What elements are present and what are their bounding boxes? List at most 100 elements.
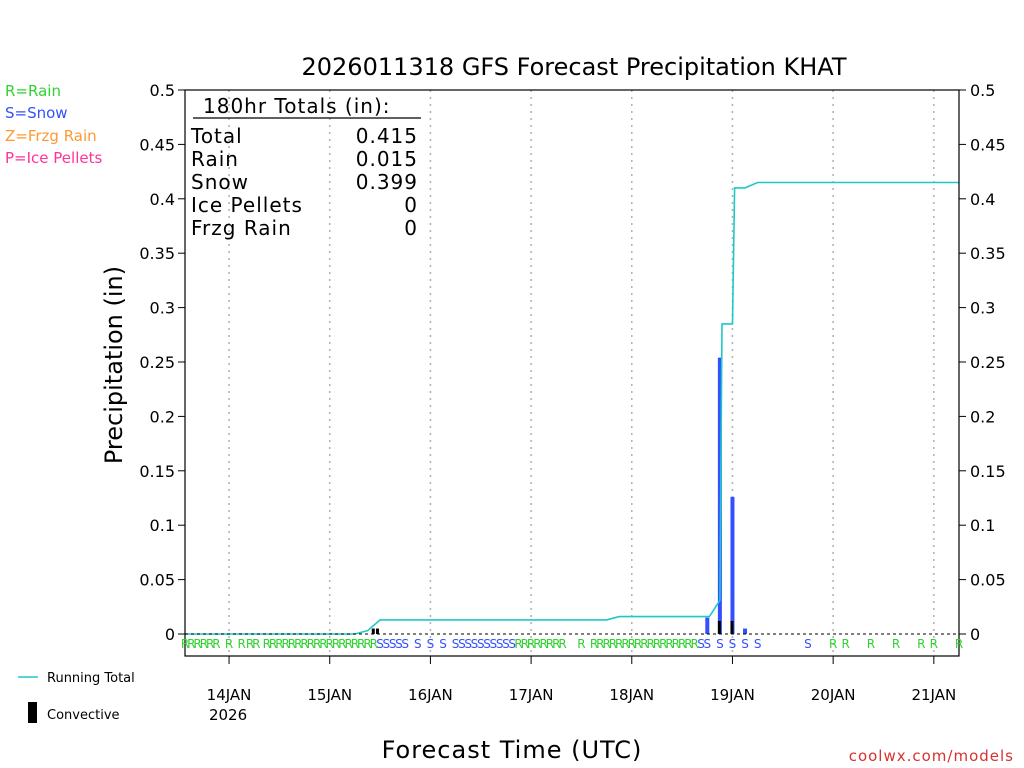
totals-label: Frzg Rain — [191, 216, 292, 240]
ptype-label: R — [319, 637, 327, 651]
y-tick-label-right: 0.15 — [970, 462, 1006, 481]
ptype-label: R — [237, 637, 245, 651]
totals-label: Snow — [191, 170, 249, 194]
y-tick-label-right: 0.3 — [970, 299, 995, 318]
ptype-label: R — [602, 637, 610, 651]
x-tick-label: 17JAN — [509, 686, 554, 704]
ptype-label: R — [609, 637, 617, 651]
watermark: coolwx.com/models — [849, 747, 1014, 765]
ptype-label: R — [867, 637, 875, 651]
plot-frame — [184, 89, 960, 657]
ptype-label: S — [483, 637, 491, 651]
precip-bar — [743, 628, 748, 634]
ptype-label: R — [363, 637, 371, 651]
x-tick-label: 19JAN — [710, 686, 755, 704]
ptype-label: S — [376, 637, 384, 651]
ptype-label: R — [370, 637, 378, 651]
ptype-label: R — [628, 637, 636, 651]
ptype-label: S — [464, 637, 472, 651]
running-total-line — [185, 181, 959, 635]
ptype-label: R — [344, 637, 352, 651]
convective-bar — [375, 628, 379, 634]
chart-title: 2026011318 GFS Forecast Precipitation KH… — [302, 53, 847, 81]
ptype-label: S — [502, 637, 510, 651]
ptype-label: S — [697, 637, 705, 651]
y-tick-label-left: 0.25 — [139, 353, 175, 372]
ptype-label: R — [263, 637, 271, 651]
legend-frzg-rain: Z=Frzg Rain — [5, 127, 97, 145]
ptype-label: R — [621, 637, 629, 651]
y-tick-label-right: 0.25 — [970, 353, 1006, 372]
running-total-layer — [185, 181, 959, 635]
ptype-label: R — [558, 637, 566, 651]
totals-value: 0.399 — [356, 170, 418, 194]
ptype-label: R — [678, 637, 686, 651]
ptype-label: R — [892, 637, 900, 651]
totals-label: Ice Pellets — [191, 193, 303, 217]
ptype-label: R — [187, 637, 195, 651]
ptype-label: R — [193, 637, 201, 651]
ptype-label: R — [672, 637, 680, 651]
ptype-label: R — [252, 637, 260, 651]
ptype-label: S — [490, 637, 498, 651]
plot-border — [184, 89, 960, 657]
y-tick-label-left: 0 — [165, 625, 175, 644]
ptype-label: S — [716, 637, 724, 651]
precip-bar — [730, 496, 735, 634]
ptype-label: S — [458, 637, 466, 651]
ptype-label: R — [313, 637, 321, 651]
ptype-label: R — [842, 637, 850, 651]
totals-label: Rain — [191, 147, 239, 171]
ptype-label: R — [288, 637, 296, 651]
ptype-label: S — [414, 637, 422, 651]
ptype-label: R — [181, 637, 189, 651]
legend-running-total: Running Total — [47, 671, 135, 686]
x-tick-label: 16JAN — [408, 686, 453, 704]
ptype-label: S — [508, 637, 516, 651]
ptype-label: R — [829, 637, 837, 651]
y-tick-label-left: 0.05 — [139, 571, 175, 590]
convective-bar — [371, 628, 375, 634]
y-tick-label-left: 0.4 — [150, 190, 175, 209]
ptype-label: R — [332, 637, 340, 651]
ptype-label: S — [496, 637, 504, 651]
legend-ice-pellets: P=Ice Pellets — [5, 149, 102, 167]
bottom-legend: Running Total Convective — [18, 671, 135, 723]
ptype-label: R — [552, 637, 560, 651]
ptype-label: S — [439, 637, 447, 651]
ptype-label: S — [804, 637, 812, 651]
ptype-label: R — [640, 637, 648, 651]
y-tick-label-left: 0.35 — [139, 244, 175, 263]
ptype-label: R — [577, 637, 585, 651]
totals-value: 0 — [404, 193, 418, 217]
ptype-label: R — [282, 637, 290, 651]
ptype-label: S — [383, 637, 391, 651]
ptype-label: S — [389, 637, 397, 651]
y-tick-label-right: 0 — [970, 625, 980, 644]
ptype-label: R — [206, 637, 214, 651]
ptype-label: S — [427, 637, 435, 651]
x-tick-label: 18JAN — [609, 686, 654, 704]
ptype-label: R — [917, 637, 925, 651]
y-tick-label-right: 0.2 — [970, 407, 995, 426]
convective-bar — [717, 620, 721, 634]
ptype-label: R — [527, 637, 535, 651]
y-tick-label-left: 0.1 — [150, 516, 175, 535]
totals-value: 0 — [404, 216, 418, 240]
ptype-label: S — [452, 637, 460, 651]
y-tick-label-right: 0.4 — [970, 190, 995, 209]
ptype-label: R — [326, 637, 334, 651]
ptype-label: R — [653, 637, 661, 651]
grid-lines — [228, 90, 935, 656]
ptype-label: R — [546, 637, 554, 651]
ptype-label: S — [703, 637, 711, 651]
ptype-label: R — [596, 637, 604, 651]
y-tick-label-right: 0.5 — [970, 81, 995, 100]
y-tick-label-left: 0.2 — [150, 407, 175, 426]
ptype-label: R — [955, 637, 963, 651]
x-tick-label: 15JAN — [307, 686, 352, 704]
totals-header: 180hr Totals (in): — [203, 94, 391, 118]
ptype-label: S — [754, 637, 762, 651]
ptype-label: R — [665, 637, 673, 651]
